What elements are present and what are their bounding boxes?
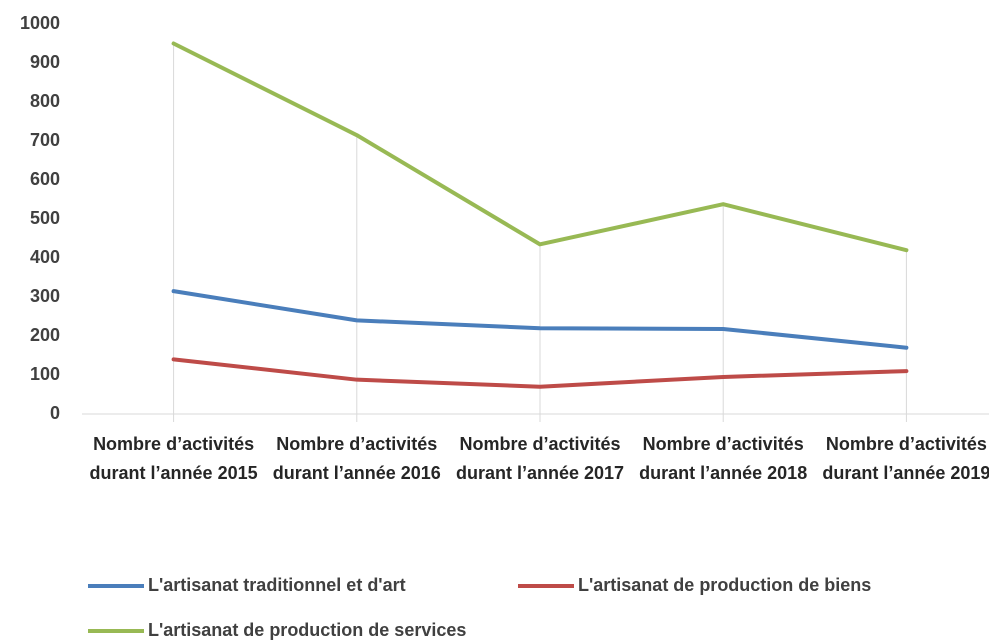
y-tick-label: 500 <box>30 208 60 228</box>
legend-label: L'artisanat de production de services <box>148 620 466 640</box>
x-tick-label: Nombre d’activités durant l’année 2019 <box>822 434 989 483</box>
y-tick-label: 1000 <box>20 13 60 33</box>
y-tick-label: 100 <box>30 364 60 384</box>
y-tick-label: 0 <box>50 403 60 423</box>
x-tick-label: Nombre d’activités durant l’année 2018 <box>639 434 808 483</box>
y-tick-label: 300 <box>30 286 60 306</box>
series-line <box>171 289 909 350</box>
y-tick-label: 700 <box>30 130 60 150</box>
x-tick-label: Nombre d’activités durant l’année 2016 <box>272 434 441 483</box>
x-tick-label: Nombre d’activités durant l’année 2017 <box>455 434 625 483</box>
legend-label: L'artisanat de production de biens <box>578 575 871 595</box>
y-tick-label: 800 <box>30 91 60 111</box>
series-line <box>171 41 909 253</box>
y-tick-label: 200 <box>30 325 60 345</box>
y-tick-label: 900 <box>30 52 60 72</box>
y-tick-label: 400 <box>30 247 60 267</box>
x-tick-label: Nombre d’activités durant l’année 2015 <box>89 434 258 483</box>
y-tick-label: 600 <box>30 169 60 189</box>
legend-label: L'artisanat traditionnel et d'art <box>148 575 406 595</box>
series-line <box>171 357 909 389</box>
